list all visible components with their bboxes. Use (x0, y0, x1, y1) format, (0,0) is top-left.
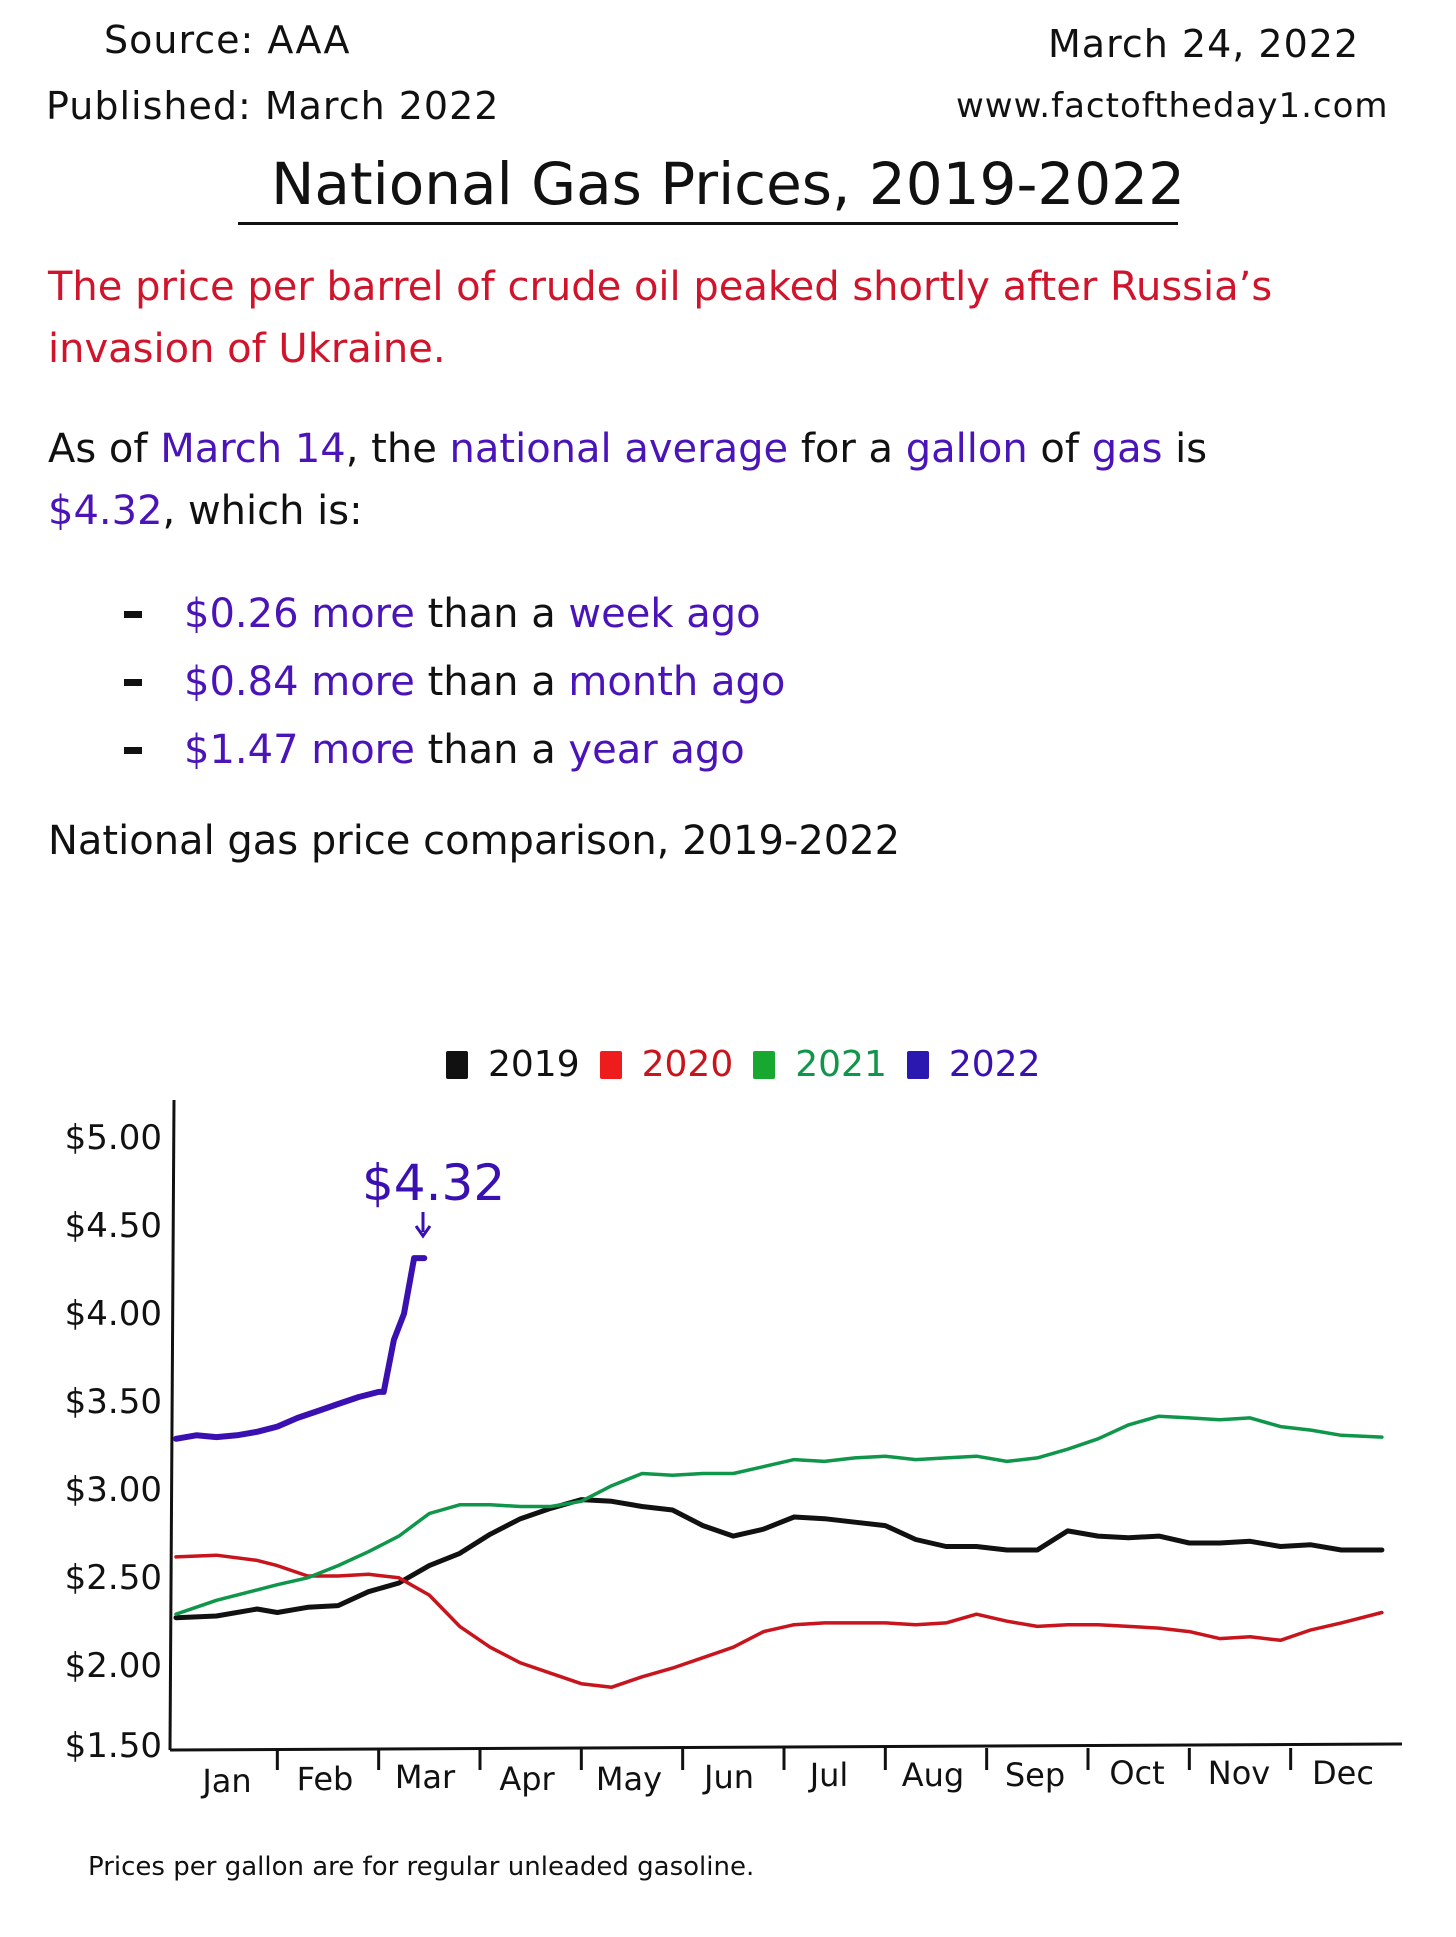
legend-item-2021: 2021 (753, 1044, 887, 1085)
summary-text: As of (48, 426, 161, 472)
peak-value-label: $4.32 (362, 1154, 505, 1212)
summary-text: for a (788, 426, 906, 472)
legend-swatch-2022 (906, 1050, 929, 1079)
x-tick-label: Apr (499, 1760, 555, 1798)
x-tick-label: Jun (704, 1758, 754, 1796)
source-label: Source: AAA (104, 18, 351, 62)
y-tick-label: $2.00 (64, 1646, 162, 1686)
summary-gallon: gallon (905, 426, 1028, 472)
legend-item-2022: 2022 (906, 1044, 1041, 1085)
bullet-more: more (311, 591, 415, 637)
bullet-amount: $0.84 (184, 659, 299, 705)
y-tick-label: $4.00 (64, 1294, 162, 1334)
series-line-2021 (174, 1414, 1384, 1616)
summary-national-average: national average (449, 426, 789, 472)
x-tick-label: Aug (901, 1756, 965, 1794)
series-line-2022 (173, 1255, 428, 1442)
dash-icon (124, 610, 142, 618)
legend-swatch-2020 (599, 1050, 622, 1079)
bullet-than: than a (427, 659, 556, 705)
legend-label-2022: 2022 (948, 1044, 1041, 1085)
summary-text: , which is: (162, 488, 363, 534)
legend-swatch-2019 (446, 1050, 468, 1079)
summary-text: of (1027, 426, 1092, 472)
arrow-head-icon (414, 1225, 432, 1239)
series-line-2019 (173, 1497, 1385, 1621)
summary-gas: gas (1091, 426, 1163, 472)
summary-text: is (1162, 426, 1208, 472)
legend-item-2019: 2019 (446, 1044, 580, 1085)
bullet-than: than a (427, 727, 556, 773)
bullet-amount: $0.26 (184, 591, 299, 637)
legend-label-2020: 2020 (641, 1044, 734, 1085)
legend-label-2021: 2021 (795, 1044, 887, 1085)
bullet-more: more (311, 727, 415, 773)
y-tick-label: $2.50 (64, 1558, 162, 1598)
y-axis (168, 1099, 176, 1751)
x-tick-label: Dec (1312, 1754, 1374, 1792)
summary-price: $4.32 (48, 488, 163, 534)
bullet-amount: $1.47 (184, 727, 299, 773)
page-title: National Gas Prices, 2019-2022 (271, 150, 1185, 218)
intro-text: The price per barrel of crude oil peaked… (48, 264, 1273, 372)
y-tick-label: $1.50 (64, 1726, 162, 1766)
chart-legend: 2019 2020 2021 2022 (446, 1044, 1061, 1085)
list-item: $1.47 more than a year ago (124, 716, 785, 784)
summary-text: , the (345, 426, 450, 472)
dash-icon (124, 746, 142, 754)
x-tick-label: Oct (1109, 1754, 1165, 1792)
y-tick-label: $5.00 (64, 1118, 162, 1158)
x-tick-label: Nov (1207, 1754, 1271, 1792)
comparison-list: $0.26 more than a week ago $0.84 more th… (124, 580, 785, 784)
list-item: $0.84 more than a month ago (124, 648, 785, 716)
y-tick-label: $3.00 (64, 1470, 162, 1510)
bullet-period: week ago (568, 591, 761, 637)
legend-item-2020: 2020 (599, 1044, 734, 1085)
legend-swatch-2021 (753, 1050, 776, 1079)
y-tick-label: $4.50 (64, 1206, 162, 1246)
x-tick-label: Sep (1004, 1756, 1066, 1794)
chart-heading: National gas price comparison, 2019-2022 (48, 818, 901, 864)
bullet-period: month ago (568, 659, 786, 705)
x-tick-label: May (595, 1760, 663, 1798)
title-underline (238, 222, 1178, 225)
x-axis-ticks (275, 1748, 1293, 1770)
series-lines (173, 1255, 1385, 1689)
dash-icon (124, 678, 142, 686)
bullet-period: year ago (568, 727, 745, 773)
summary-date: March 14 (160, 426, 346, 472)
bullet-more: more (311, 659, 415, 705)
date-label: March 24, 2022 (1048, 22, 1360, 66)
peak-annotation: $4.32 (362, 1154, 505, 1239)
legend-label-2019: 2019 (488, 1044, 580, 1085)
x-tick-label: Jul (809, 1756, 849, 1794)
published-label: Published: March 2022 (46, 84, 500, 128)
x-axis (169, 1742, 1403, 1752)
y-tick-label: $3.50 (64, 1382, 162, 1422)
website-link[interactable]: www.factoftheday1.com (956, 86, 1389, 126)
list-item: $0.26 more than a week ago (124, 580, 785, 648)
series-line-2020 (174, 1553, 1384, 1689)
bullet-than: than a (427, 591, 556, 637)
x-tick-label: Jan (202, 1762, 252, 1800)
footnote: Prices per gallon are for regular unlead… (88, 1852, 755, 1882)
x-tick-label: Feb (296, 1760, 354, 1798)
summary-paragraph: As of March 14, the national average for… (48, 418, 1428, 542)
x-tick-label: Mar (394, 1758, 456, 1796)
